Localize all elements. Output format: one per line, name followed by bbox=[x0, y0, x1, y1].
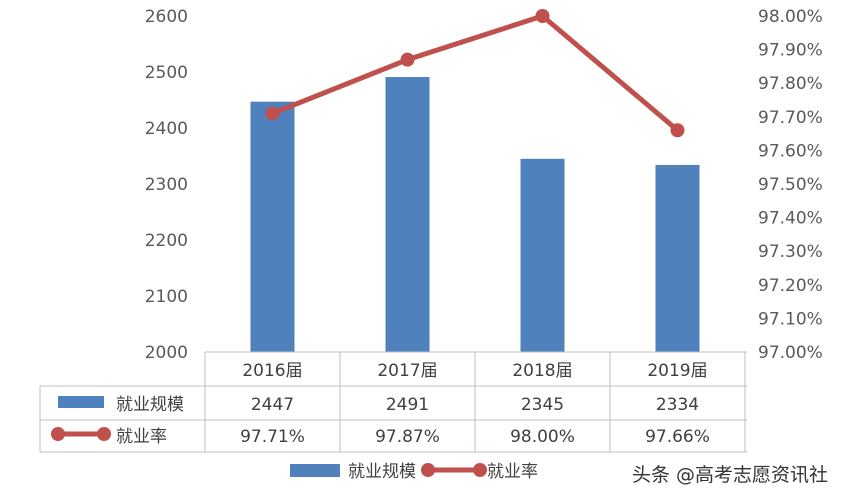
left-tick-label: 2600 bbox=[145, 7, 188, 27]
data-label: 98.00% bbox=[510, 427, 575, 447]
right-tick-label: 97.60% bbox=[758, 141, 823, 161]
table-category-label: 2017届 bbox=[377, 361, 437, 381]
bar bbox=[655, 164, 700, 352]
legend-label: 就业规模 bbox=[348, 462, 416, 482]
data-label: 97.71% bbox=[240, 427, 305, 447]
left-tick-label: 2500 bbox=[145, 63, 188, 83]
watermark: 头条 @高考志愿资讯社 bbox=[632, 464, 828, 486]
data-label: 2345 bbox=[521, 395, 564, 415]
left-tick-label: 2200 bbox=[145, 231, 188, 251]
line-series-employment-rate bbox=[265, 9, 685, 138]
data-label: 2491 bbox=[386, 395, 429, 415]
data-label: 2447 bbox=[251, 395, 294, 415]
legend-line-marker bbox=[473, 463, 487, 477]
data-label: 97.66% bbox=[645, 427, 710, 447]
right-tick-label: 97.30% bbox=[758, 242, 823, 262]
rate-point bbox=[265, 106, 280, 121]
right-tick-label: 97.70% bbox=[758, 108, 823, 128]
rate-point bbox=[400, 52, 415, 67]
left-axis-ticks: 2000 2100 2200 2300 2400 2500 2600 bbox=[145, 7, 188, 363]
left-tick-label: 2400 bbox=[145, 119, 188, 139]
left-tick-label: 2300 bbox=[145, 175, 188, 195]
table-category-label: 2019届 bbox=[647, 361, 707, 381]
left-tick-label: 2100 bbox=[145, 287, 188, 307]
rate-point bbox=[670, 123, 685, 138]
right-tick-label: 97.80% bbox=[758, 74, 823, 94]
table-legend-line-marker bbox=[51, 427, 65, 441]
bar bbox=[250, 101, 295, 353]
table-series-name: 就业规模 bbox=[116, 395, 184, 415]
bar-series-employment-scale bbox=[250, 77, 700, 353]
right-tick-label: 97.90% bbox=[758, 41, 823, 61]
right-tick-label: 97.50% bbox=[758, 175, 823, 195]
data-label: 2334 bbox=[656, 395, 699, 415]
rate-line bbox=[271, 13, 680, 133]
bar bbox=[385, 77, 430, 352]
right-tick-label: 97.10% bbox=[758, 309, 823, 329]
right-tick-label: 98.00% bbox=[758, 7, 823, 27]
table-category-label: 2016届 bbox=[242, 361, 302, 381]
rate-point bbox=[535, 9, 550, 23]
table-legend-bar-key bbox=[58, 396, 104, 408]
legend-line-marker bbox=[421, 463, 435, 477]
right-tick-label: 97.20% bbox=[758, 276, 823, 296]
right-tick-label: 97.40% bbox=[758, 209, 823, 229]
table-legend-line-marker bbox=[97, 427, 111, 441]
left-tick-label: 2000 bbox=[145, 343, 188, 363]
legend-label: 就业率 bbox=[487, 462, 538, 482]
legend-bar-key bbox=[290, 464, 340, 477]
right-axis-ticks: 97.00% 97.10% 97.20% 97.30% 97.40% 97.50% 97.6… bbox=[758, 7, 823, 363]
legend: 就业规模 就业率 bbox=[290, 462, 538, 482]
bar bbox=[520, 158, 565, 352]
right-tick-label: 97.00% bbox=[758, 343, 823, 363]
table-category-label: 2018届 bbox=[512, 361, 572, 381]
data-label: 97.87% bbox=[375, 427, 440, 447]
table-series-name: 就业率 bbox=[116, 427, 167, 447]
